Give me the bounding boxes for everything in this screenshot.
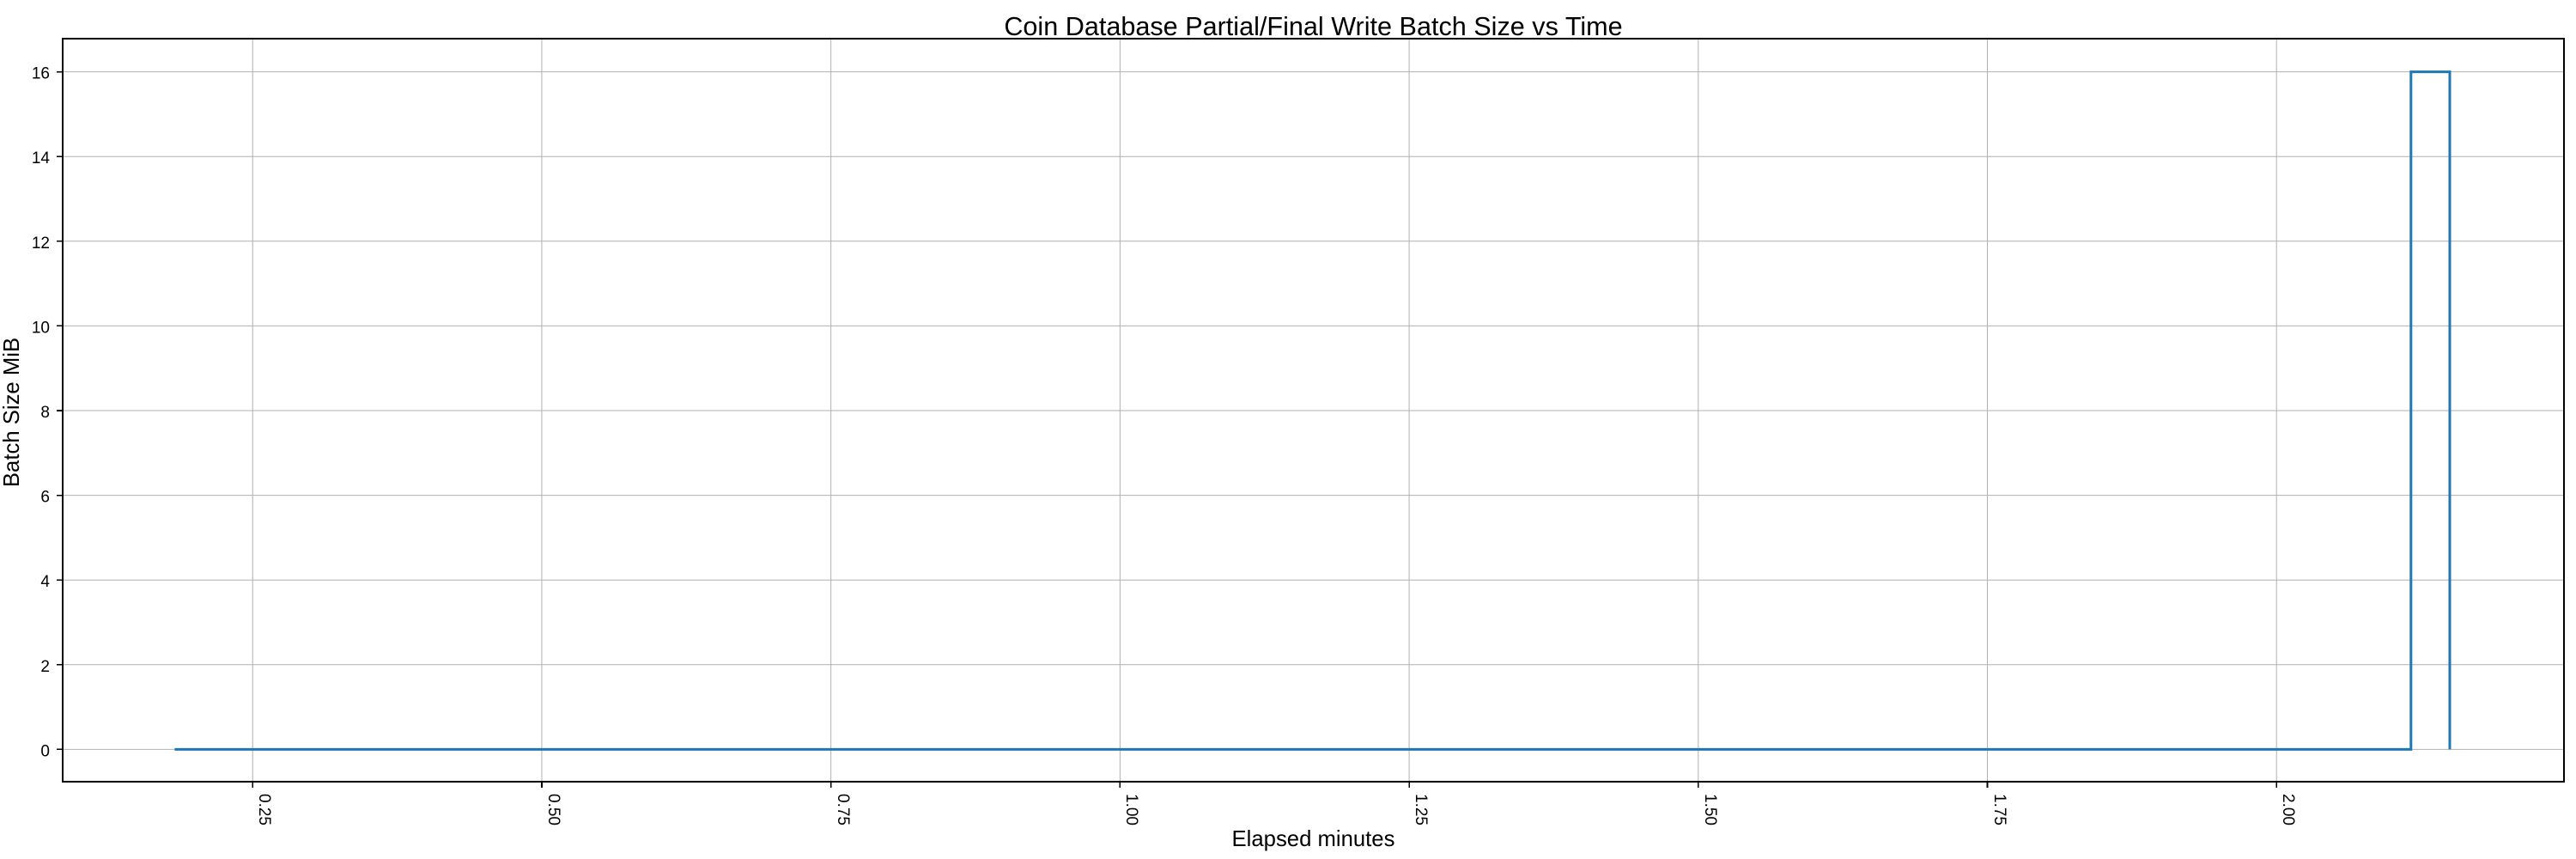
- svg-text:4: 4: [40, 573, 50, 591]
- svg-text:2.00: 2.00: [2279, 794, 2297, 825]
- svg-text:6: 6: [40, 489, 50, 507]
- svg-text:0.50: 0.50: [544, 794, 562, 825]
- svg-text:1.00: 1.00: [1122, 794, 1140, 825]
- svg-text:0.75: 0.75: [834, 794, 852, 825]
- svg-text:10: 10: [32, 319, 50, 337]
- svg-text:0.25: 0.25: [255, 794, 273, 825]
- svg-text:Batch Size MiB: Batch Size MiB: [0, 338, 24, 487]
- svg-text:8: 8: [40, 404, 50, 422]
- svg-text:1.25: 1.25: [1412, 794, 1430, 825]
- svg-text:2: 2: [40, 658, 50, 676]
- svg-text:Coin Database Partial/Final Wr: Coin Database Partial/Final Write Batch …: [1004, 12, 1622, 41]
- svg-text:Elapsed minutes: Elapsed minutes: [1232, 827, 1395, 851]
- svg-text:0: 0: [40, 742, 50, 760]
- svg-text:1.50: 1.50: [1701, 794, 1719, 825]
- svg-text:12: 12: [32, 235, 50, 253]
- svg-text:16: 16: [32, 65, 50, 83]
- svg-text:1.75: 1.75: [1990, 794, 2008, 825]
- svg-text:14: 14: [32, 149, 51, 168]
